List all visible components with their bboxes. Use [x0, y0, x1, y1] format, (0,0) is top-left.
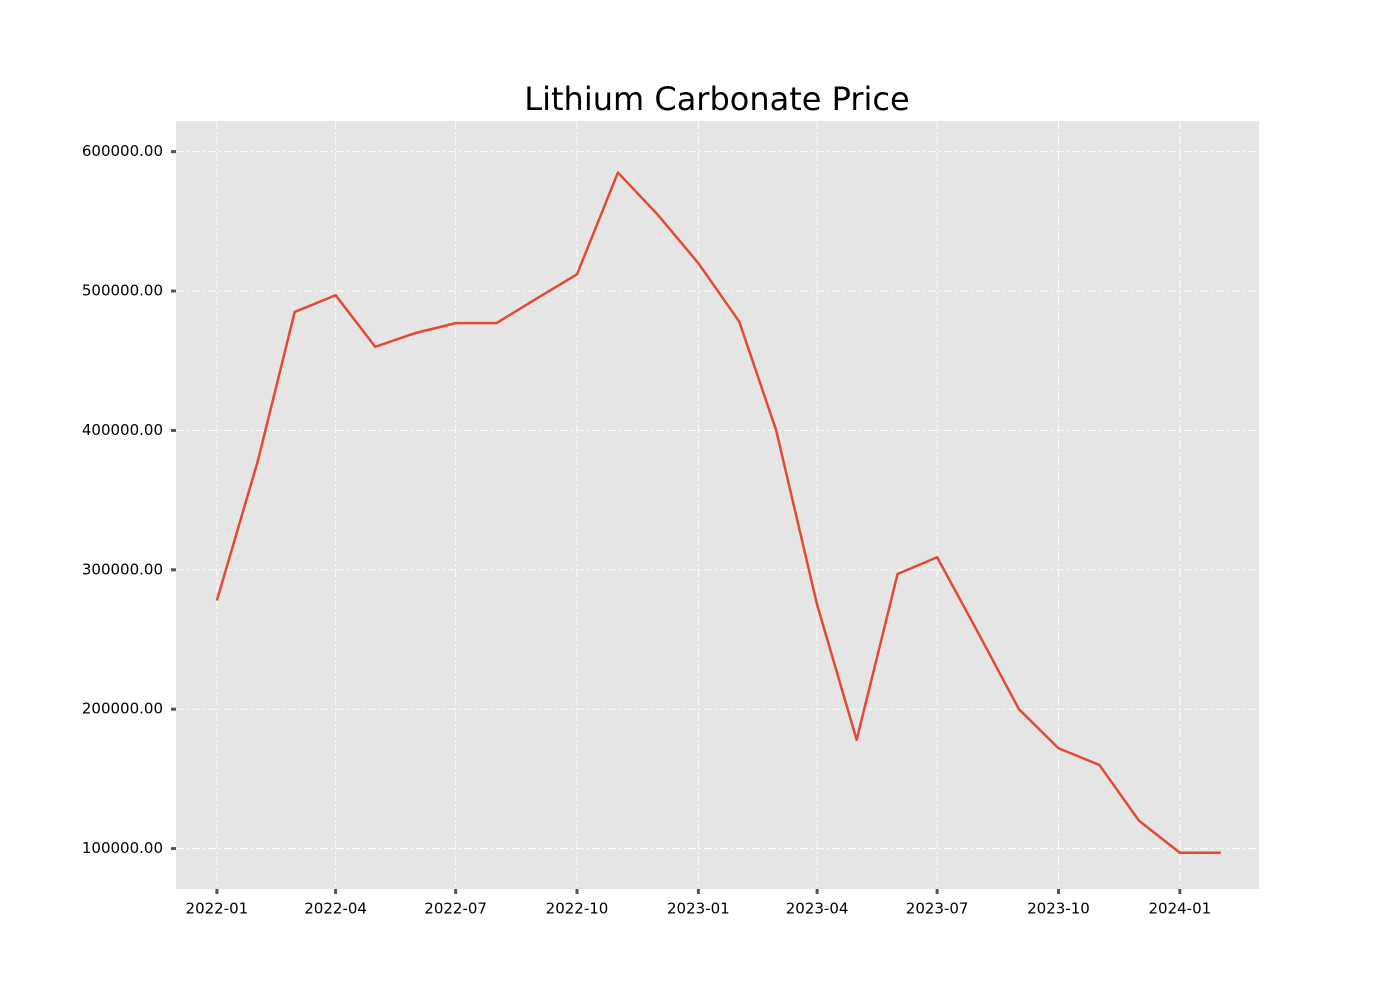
x-tick-label: 2023-04 [786, 900, 849, 918]
y-tick-label: 600000.00 [82, 142, 163, 160]
x-tick-label: 2022-10 [546, 900, 609, 918]
data-line [215, 171, 1221, 855]
plot-background [176, 121, 1259, 889]
x-tick-label: 2022-04 [304, 900, 367, 918]
y-tick-label: 400000.00 [82, 421, 163, 439]
chart-title: Lithium Carbonate Price [524, 80, 909, 118]
x-tick-label: 2023-01 [667, 900, 730, 918]
x-tick-label: 2023-07 [906, 900, 969, 918]
y-tick-label: 300000.00 [82, 560, 163, 578]
y-tick-label: 100000.00 [82, 839, 163, 857]
x-tick-label: 2022-01 [186, 900, 249, 918]
y-tick-label: 500000.00 [82, 282, 163, 300]
x-tick-label: 2022-07 [424, 900, 487, 918]
y-tick-label: 200000.00 [82, 700, 163, 718]
x-tick-label: 2024-01 [1149, 900, 1212, 918]
x-tick-label: 2023-10 [1027, 900, 1090, 918]
